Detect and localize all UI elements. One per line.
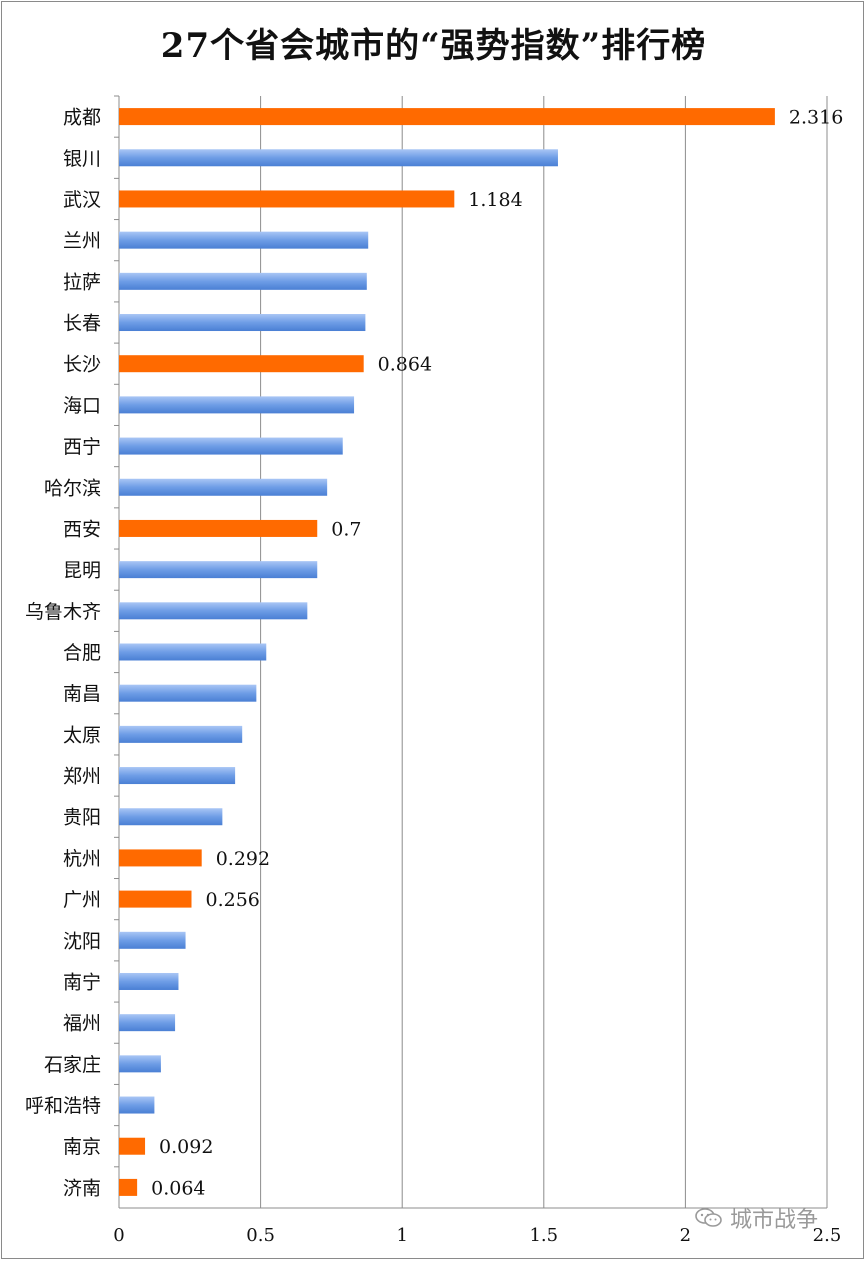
bar-highlighted [119, 1137, 146, 1155]
category-label: 郑州 [63, 766, 101, 788]
category-label: 南京 [63, 1136, 101, 1158]
category-label: 昆明 [63, 560, 101, 582]
category-label: 呼和浩特 [25, 1095, 101, 1117]
bar-highlighted [119, 1178, 138, 1196]
data-label: 0.292 [216, 848, 270, 870]
bar [119, 396, 355, 414]
bar-highlighted [119, 355, 364, 373]
category-label: 南昌 [63, 683, 101, 705]
bar-highlighted [119, 890, 192, 908]
category-label: 银川 [63, 148, 101, 170]
bar-highlighted [119, 190, 455, 208]
category-label: 兰州 [63, 230, 101, 252]
category-label: 乌鲁木齐 [25, 601, 101, 623]
x-tick-label: 0.5 [246, 1225, 275, 1246]
x-tick-label: 1.5 [529, 1225, 558, 1246]
bar [119, 437, 343, 455]
x-tick-label: 0 [113, 1225, 124, 1246]
data-label: 0.7 [331, 518, 361, 540]
chart-title: 27个省会城市的“强势指数”排行榜 [160, 26, 707, 66]
category-label: 沈阳 [63, 930, 101, 952]
bar [119, 231, 369, 249]
data-label: 0.864 [378, 354, 432, 376]
category-label: 长春 [63, 313, 101, 335]
category-label: 广州 [63, 889, 101, 911]
category-label: 杭州 [63, 848, 101, 870]
bar [119, 1096, 155, 1114]
bar-highlighted [119, 849, 202, 867]
category-label: 武汉 [63, 189, 101, 211]
x-tick-label: 2 [680, 1225, 691, 1246]
bar [119, 931, 186, 949]
bar-highlighted [119, 108, 775, 126]
wechat-icon [695, 1208, 722, 1227]
category-label: 济南 [63, 1177, 101, 1199]
data-label: 2.316 [789, 107, 843, 129]
bar [119, 1055, 161, 1073]
category-label: 太原 [63, 724, 101, 746]
bar [119, 684, 257, 702]
category-label: 贵阳 [63, 807, 101, 829]
bar [119, 561, 318, 579]
bar [119, 149, 558, 167]
bar [119, 808, 223, 826]
category-label: 长沙 [63, 354, 101, 376]
category-label: 石家庄 [44, 1054, 101, 1076]
bar [119, 643, 267, 661]
x-tick-label: 2.5 [813, 1225, 842, 1246]
bar [119, 972, 179, 990]
category-label: 哈尔滨 [44, 477, 101, 499]
data-label: 0.256 [205, 889, 259, 911]
category-label: 福州 [63, 1013, 101, 1035]
category-label: 西宁 [63, 436, 101, 458]
bar [119, 314, 366, 332]
watermark: 城市战争 [694, 1202, 818, 1234]
category-label: 西安 [63, 518, 101, 540]
category-label: 海口 [63, 395, 101, 417]
x-tick-label: 1 [396, 1225, 407, 1246]
bar [119, 272, 367, 290]
category-label: 南宁 [63, 971, 101, 993]
bar [119, 767, 236, 785]
bar [119, 478, 328, 496]
data-label: 1.184 [468, 189, 522, 211]
bar-highlighted [119, 519, 318, 537]
data-label: 0.092 [159, 1136, 213, 1158]
bar [119, 725, 243, 743]
watermark-text: 城市战争 [730, 1208, 819, 1233]
category-label: 合肥 [63, 642, 101, 664]
bar [119, 1014, 176, 1032]
category-label: 拉萨 [63, 271, 101, 293]
bar [119, 602, 308, 620]
category-label: 成都 [63, 107, 101, 129]
data-label: 0.064 [151, 1177, 205, 1199]
